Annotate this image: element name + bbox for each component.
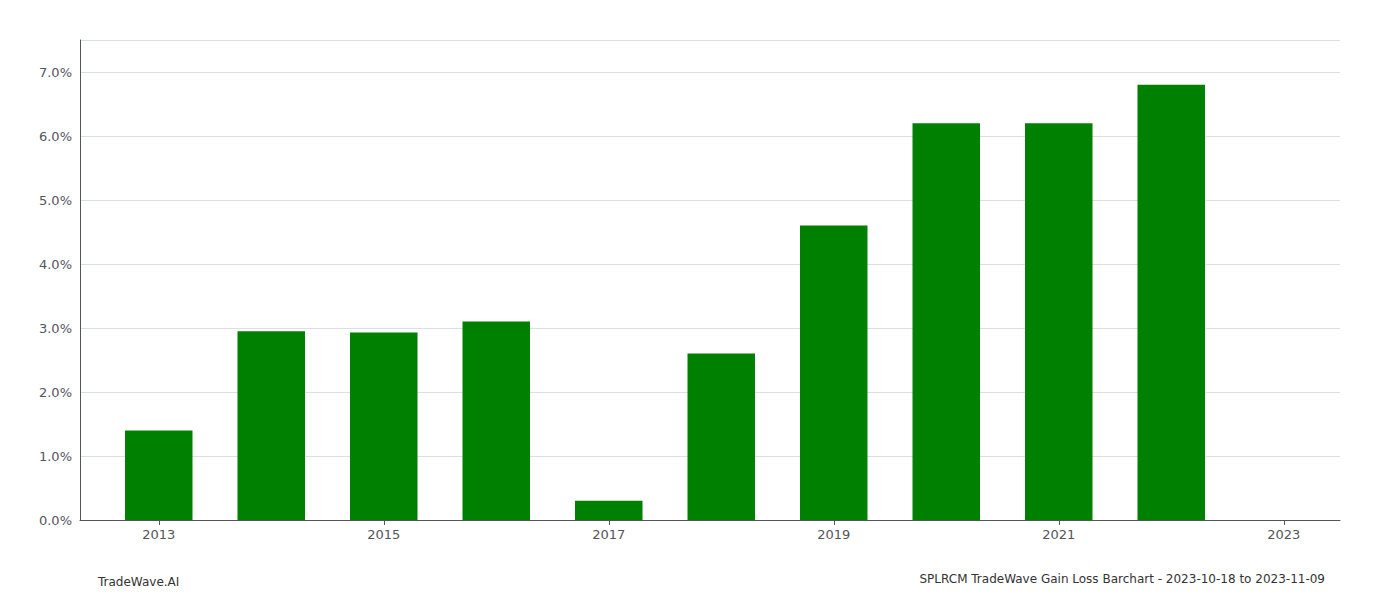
svg-text:2.0%: 2.0% <box>39 385 72 400</box>
svg-text:4.0%: 4.0% <box>39 257 72 272</box>
svg-text:1.0%: 1.0% <box>39 449 72 464</box>
svg-text:2019: 2019 <box>817 527 850 542</box>
svg-text:2015: 2015 <box>367 527 400 542</box>
svg-text:2017: 2017 <box>592 527 625 542</box>
svg-text:3.0%: 3.0% <box>39 321 72 336</box>
svg-text:6.0%: 6.0% <box>39 129 72 144</box>
svg-text:0.0%: 0.0% <box>39 513 72 528</box>
svg-text:SPLRCM TradeWave Gain Loss Bar: SPLRCM TradeWave Gain Loss Barchart - 20… <box>919 572 1325 586</box>
svg-text:TradeWave.AI: TradeWave.AI <box>97 575 179 589</box>
svg-text:2013: 2013 <box>142 527 175 542</box>
svg-text:5.0%: 5.0% <box>39 193 72 208</box>
svg-text:7.0%: 7.0% <box>39 65 72 80</box>
svg-text:2023: 2023 <box>1267 527 1300 542</box>
svg-text:2021: 2021 <box>1042 527 1075 542</box>
